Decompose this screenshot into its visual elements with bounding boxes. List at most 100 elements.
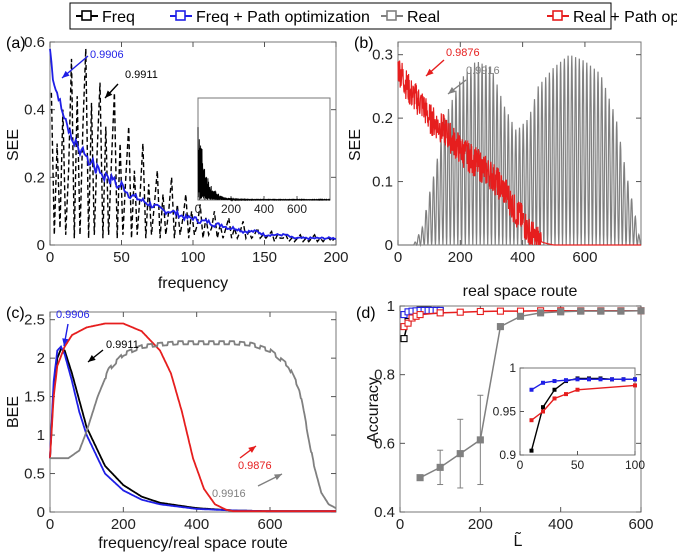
x-tick-label: 0 <box>46 249 54 266</box>
inset-point <box>541 405 545 410</box>
data-point <box>400 335 408 343</box>
inset-point <box>529 387 534 392</box>
data-point <box>617 307 625 315</box>
inset-area <box>197 97 331 201</box>
y-tick-label: 2.5 <box>24 312 45 329</box>
annotation-arrowhead <box>426 68 434 76</box>
x-axis-label: real space route <box>463 283 578 300</box>
data-point <box>404 319 412 327</box>
annotation-arrowhead <box>448 87 456 94</box>
x-axis-label: frequency <box>158 275 228 292</box>
data-point <box>496 307 504 315</box>
inset-tick-label: 100 <box>625 458 645 472</box>
legend-label: Real <box>407 9 440 26</box>
data-point <box>436 309 444 317</box>
annotation-blue: 0.9906 <box>56 309 90 321</box>
data-point <box>456 308 464 316</box>
x-tick-label: 200 <box>448 249 473 266</box>
inset-tick-label: 50 <box>571 458 585 472</box>
inset-point <box>598 377 603 382</box>
x-tick-label: 200 <box>111 516 136 533</box>
legend: Freq Freq + Path optimization Real Real + P… <box>69 2 677 30</box>
annotation-black: 0.9911 <box>106 339 139 351</box>
inset-point <box>621 377 626 382</box>
legend-marker <box>81 10 92 21</box>
x-tick-label: 0 <box>394 249 402 266</box>
y-tick-label: 0.6 <box>24 34 45 51</box>
data-point <box>416 311 424 319</box>
annotation-arrowhead <box>62 70 70 78</box>
x-tick-label: 0 <box>46 516 54 533</box>
x-tick-label: 600 <box>257 516 282 533</box>
inset-tick-label: 0 <box>195 202 202 216</box>
inset-point <box>529 448 534 453</box>
y-tick-label: 0.4 <box>24 102 45 119</box>
series-real-line <box>398 55 642 247</box>
panel-label-c: (c) <box>6 305 25 322</box>
data-point <box>557 308 565 316</box>
x-tick-label: 600 <box>572 249 597 266</box>
data-point <box>496 323 504 331</box>
inset-point <box>575 377 580 382</box>
inset-tick-label: 0 <box>517 458 524 472</box>
x-tick-label: 400 <box>510 249 535 266</box>
inset-point <box>633 383 637 388</box>
inset-point <box>541 409 545 414</box>
panel-d: 0 200 400 600 0.4 0.6 0.8 1 0 50 100 0.9 0.95 1 (d) Acc… <box>356 298 654 550</box>
panel-label-d: (d) <box>356 305 376 322</box>
series-real-line <box>50 340 337 509</box>
y-tick-label: 1 <box>37 427 45 444</box>
inset-tick-label: 600 <box>287 202 307 216</box>
y-tick-label: 0.2 <box>24 169 45 186</box>
y-tick-label: 0.3 <box>372 47 393 64</box>
inset-point <box>564 378 568 383</box>
data-point <box>416 474 424 482</box>
data-point <box>476 436 484 444</box>
legend-marker <box>386 10 397 21</box>
legend-label: Real + Path optimization <box>573 9 677 26</box>
inset-tick-label: 400 <box>254 202 274 216</box>
y-tick-label: 0.6 <box>374 435 395 452</box>
x-tick-label: 100 <box>180 249 205 266</box>
legend-marker <box>552 10 563 21</box>
y-tick-label: 0 <box>37 504 45 521</box>
x-tick-label: 600 <box>628 516 653 533</box>
plot-area <box>49 311 337 513</box>
annotation-arrowhead <box>274 474 282 481</box>
annotation-arrowhead <box>248 446 256 453</box>
panel-a: 0 50 100 150 200 0 0.2 0.4 0.6 0 200 400 600 (a) SEE fr… <box>5 34 349 292</box>
x-tick-label: 400 <box>548 516 573 533</box>
x-axis-label: frequency/real space route <box>98 535 288 552</box>
panel-b: 0 200 400 600 0 0.1 0.2 0.3(b) SEE real space rou… <box>347 35 642 300</box>
series-freq-path-line <box>49 48 337 241</box>
series-real-path-line <box>49 322 336 513</box>
y-tick-label: 0.5 <box>24 466 45 483</box>
y-tick-label: 1 <box>387 298 395 315</box>
legend-marker <box>175 10 186 21</box>
inset-series <box>531 378 635 391</box>
inset-tick-label: 1 <box>509 361 516 375</box>
legend-label: Freq <box>102 9 135 26</box>
panel-c: 0 200 400 600 0 0.5 1 1.5 2 2.5(c) BEE frequency/re… <box>5 305 337 552</box>
data-point <box>476 307 484 316</box>
annotation-arrowhead <box>62 338 69 346</box>
inset-point <box>564 392 568 397</box>
inset-point <box>529 418 534 423</box>
inset-point <box>541 380 545 385</box>
x-tick-label: 400 <box>184 516 209 533</box>
y-tick-label: 2 <box>37 350 45 367</box>
data-point <box>637 307 645 315</box>
series-real-path-line <box>397 60 641 246</box>
y-tick-label: 0.8 <box>374 367 395 384</box>
inset-point <box>552 396 557 401</box>
x-axis-label: L̃ <box>514 530 523 550</box>
x-tick-label: 0 <box>396 516 404 533</box>
data-point <box>597 307 605 315</box>
y-tick-label: 0 <box>385 237 393 254</box>
x-tick-label: 150 <box>252 249 277 266</box>
y-axis-label: BEE <box>5 396 22 428</box>
panel-label-a: (a) <box>6 35 26 52</box>
annotation-arrowhead <box>105 90 113 98</box>
y-axis-label: SEE <box>347 129 364 161</box>
